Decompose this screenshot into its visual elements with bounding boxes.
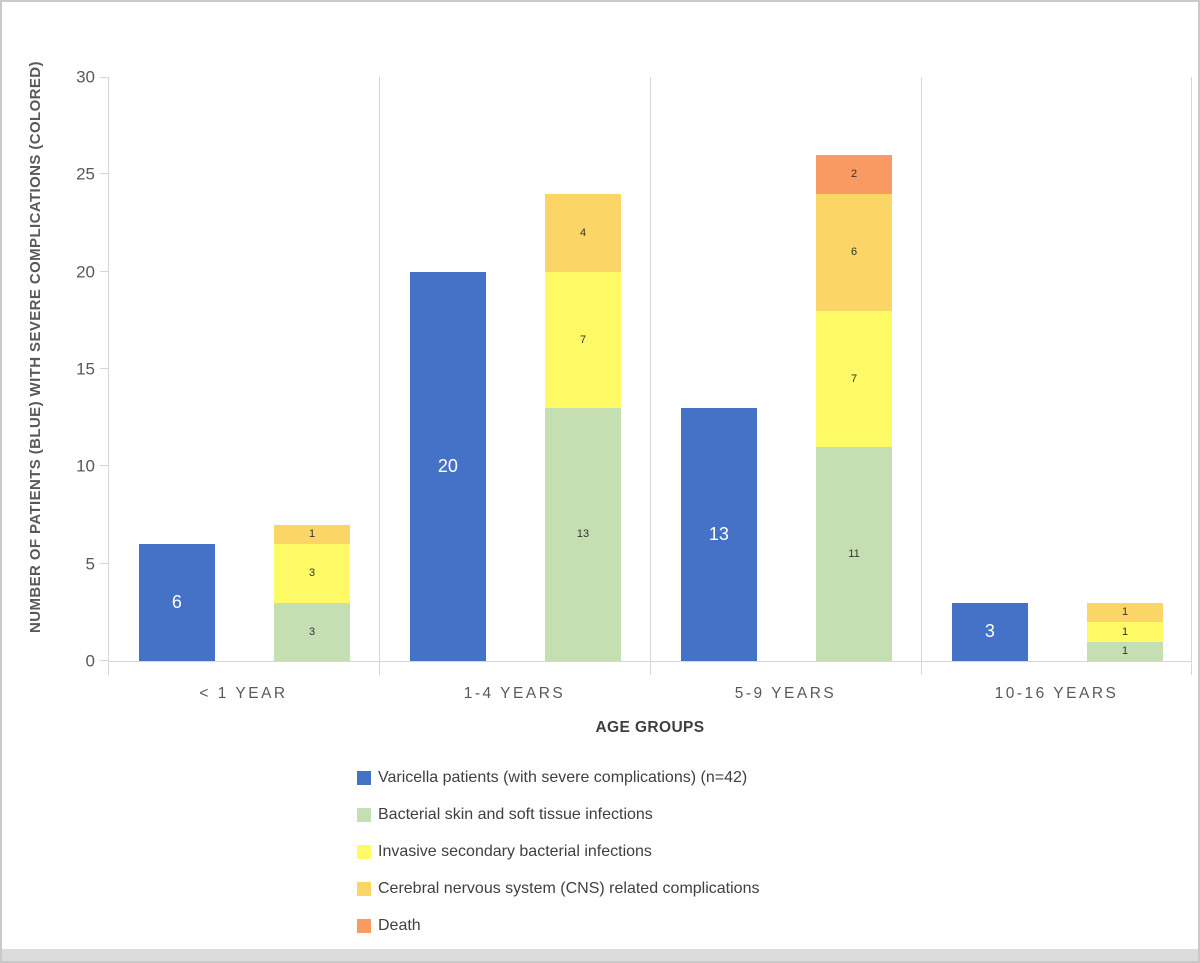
stack-segment: 1	[274, 524, 350, 545]
legend-item: Invasive secondary bacterial infections	[357, 833, 759, 870]
category-separator-line	[379, 77, 380, 675]
category-separator-line	[1191, 77, 1192, 675]
category-group: 13 11 7 6 2	[650, 77, 921, 661]
legend-item: Bacterial skin and soft tissue infection…	[357, 796, 759, 833]
bar-value-label: 6	[171, 592, 182, 613]
y-tick-mark	[100, 368, 108, 369]
legend-label: Cerebral nervous system (CNS) related co…	[378, 879, 760, 897]
legend-swatch	[357, 881, 371, 896]
stack-segment: 1	[1087, 641, 1163, 661]
complications-stacked-bar: 3 3 1	[274, 524, 350, 661]
legend-swatch	[357, 844, 371, 859]
y-tick-label: 15	[76, 359, 95, 379]
x-axis-title: AGE GROUPS	[595, 719, 705, 736]
stack-segment: 4	[545, 193, 621, 272]
complications-stacked-bar: 13 7 4	[545, 193, 621, 661]
category-group: 3 1 1 1	[921, 77, 1192, 661]
segment-value-label: 7	[850, 372, 858, 385]
segment-value-label: 13	[576, 528, 590, 541]
segment-value-label: 3	[308, 625, 316, 638]
segment-value-label: 1	[1121, 645, 1129, 658]
bar-value-label: 13	[708, 523, 729, 544]
bar-value-label: 3	[984, 621, 995, 642]
patients-bar: 20	[409, 271, 486, 661]
stack-segment: 1	[1087, 622, 1163, 642]
y-tick-mark	[100, 77, 108, 78]
complications-stacked-bar: 1 1 1	[1087, 602, 1163, 661]
category-group: 20 13 7 4	[379, 77, 650, 661]
plot-area: 0 5 10 15 20 25 30 6 3 3 1 20 13 7 4 13 11 7 6 2 3 1 1 1	[76, 69, 1192, 675]
segment-value-label: 1	[1121, 625, 1129, 638]
legend-swatch	[357, 807, 371, 822]
stack-segment: 6	[816, 193, 892, 311]
segment-value-label: 4	[579, 226, 587, 239]
legend-label: Bacterial skin and soft tissue infection…	[378, 805, 653, 823]
segment-value-label: 7	[579, 333, 587, 346]
y-tick-label: 0	[85, 651, 95, 671]
stack-segment: 7	[545, 271, 621, 408]
y-tick-label: 30	[76, 67, 95, 87]
stack-segment: 13	[545, 407, 621, 661]
segment-value-label: 3	[308, 567, 316, 580]
x-category-label: 10-16 YEARS	[994, 685, 1119, 702]
category-separator-line	[921, 77, 922, 675]
segment-value-label: 11	[848, 547, 860, 560]
segment-value-label: 6	[850, 246, 858, 259]
x-category-label: 1-4 YEARS	[463, 685, 566, 702]
y-tick-label: 10	[76, 456, 95, 476]
stack-segment: 1	[1087, 602, 1163, 623]
x-category-label: < 1 YEAR	[199, 685, 288, 702]
y-tick-mark	[100, 270, 108, 272]
category-separator-line	[650, 77, 651, 675]
legend-label: Death	[378, 916, 421, 934]
segment-value-label: 1	[1121, 606, 1129, 619]
y-tick-mark	[100, 465, 108, 467]
bottom-scrollbar-strip	[2, 949, 1198, 961]
legend-item: Varicella patients (with severe complica…	[357, 759, 759, 796]
legend-label: Varicella patients (with severe complica…	[378, 768, 748, 786]
y-tick-label: 20	[76, 262, 95, 282]
legend-swatch	[357, 918, 371, 933]
y-tick-mark	[100, 562, 108, 564]
y-axis-line	[108, 77, 109, 675]
legend-swatch	[357, 770, 371, 785]
legend-item: Death	[357, 907, 759, 944]
stack-segment: 2	[816, 154, 892, 194]
y-tick-mark	[100, 173, 108, 175]
stack-segment: 3	[274, 602, 350, 661]
y-tick-label: 5	[85, 554, 95, 574]
y-axis-title: NUMBER OF PATIENTS (BLUE) WITH SEVERE CO…	[27, 61, 44, 633]
patients-bar: 3	[951, 602, 1028, 661]
stack-segment: 11	[816, 446, 892, 661]
x-axis-labels: < 1 YEAR 1-4 YEARS 5-9 YEARS 10-16 YEARS	[108, 684, 1192, 704]
category-group: 6 3 3 1	[108, 77, 379, 661]
y-tick-label: 25	[76, 164, 95, 184]
legend-label: Invasive secondary bacterial infections	[378, 842, 652, 860]
bar-value-label: 20	[437, 455, 458, 476]
patients-bar: 13	[680, 407, 757, 661]
stack-segment: 7	[816, 310, 892, 447]
legend: Varicella patients (with severe complica…	[357, 759, 759, 944]
legend-item: Cerebral nervous system (CNS) related co…	[357, 870, 759, 907]
segment-value-label: 2	[850, 168, 858, 181]
complications-stacked-bar: 11 7 6 2	[816, 154, 892, 661]
y-tick-mark	[100, 660, 108, 661]
stack-segment: 3	[274, 544, 350, 603]
patients-bar: 6	[138, 544, 215, 661]
segment-value-label: 1	[308, 528, 316, 541]
x-category-label: 5-9 YEARS	[734, 685, 837, 702]
